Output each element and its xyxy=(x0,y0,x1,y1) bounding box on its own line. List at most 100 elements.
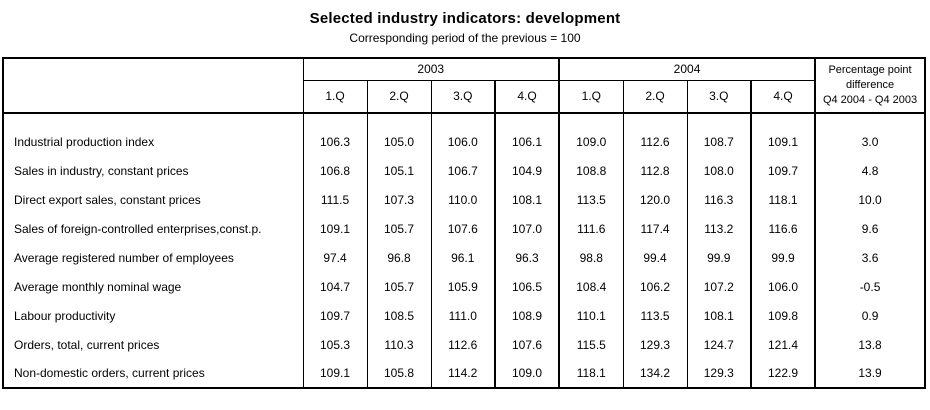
cell-value: 110.0 xyxy=(430,185,496,214)
table-row: Direct export sales, constant prices 111… xyxy=(3,185,926,214)
cell-value: 99.4 xyxy=(622,243,688,272)
cell-value: 9.6 xyxy=(814,214,926,243)
cell-value: 108.1 xyxy=(493,185,561,214)
cell-value: 107.0 xyxy=(493,214,561,243)
cell-value: 3.6 xyxy=(814,243,926,272)
cell-value: 108.1 xyxy=(686,301,752,330)
cell-value: 112.6 xyxy=(622,127,688,156)
row-label: Non-domestic orders, current prices xyxy=(3,359,304,388)
year-header-2003: 2003 xyxy=(302,58,561,81)
cell-value: 113.2 xyxy=(686,214,752,243)
cell-value: 118.1 xyxy=(558,359,624,388)
cell-value: 117.4 xyxy=(622,214,688,243)
cell-value: 105.7 xyxy=(366,214,432,243)
cell-value: 113.5 xyxy=(558,185,624,214)
cell-value: 105.8 xyxy=(366,359,432,388)
cell-value: 3.0 xyxy=(814,127,926,156)
quarter-header: 3.Q xyxy=(686,80,752,114)
cell-value: 99.9 xyxy=(750,243,817,272)
table-row: Sales of foreign-controlled enterprises,… xyxy=(3,214,926,243)
quarter-header-row: 1.Q 2.Q 3.Q 4.Q 1.Q 2.Q 3.Q 4.Q xyxy=(3,80,925,114)
corner-cell xyxy=(3,58,304,114)
diff-column-header: Percentage point difference Q4 2004 - Q4… xyxy=(814,58,926,114)
table-row: Orders, total, current prices 105.3 110.… xyxy=(3,330,926,359)
cell-value: 4.8 xyxy=(814,156,926,185)
table-row: Average registered number of employees 9… xyxy=(3,243,926,272)
cell-value: 107.6 xyxy=(430,214,496,243)
quarter-header: 1.Q xyxy=(302,80,368,114)
cell-value: 106.2 xyxy=(622,272,688,301)
row-label: Orders, total, current prices xyxy=(3,330,304,359)
table-row: Labour productivity 109.7 108.5 111.0 10… xyxy=(3,301,926,330)
cell-value: 114.2 xyxy=(430,359,496,388)
cell-value: 106.0 xyxy=(750,272,817,301)
table-row: Average monthly nominal wage 104.7 105.7… xyxy=(3,272,926,301)
quarter-header: 3.Q xyxy=(430,80,496,114)
cell-value: 106.8 xyxy=(302,156,368,185)
row-label: Labour productivity xyxy=(3,301,304,330)
cell-value: 105.9 xyxy=(430,272,496,301)
cell-value: 110.3 xyxy=(366,330,432,359)
cell-value: 107.6 xyxy=(493,330,561,359)
row-label: Direct export sales, constant prices xyxy=(3,185,304,214)
cell-value: 112.6 xyxy=(430,330,496,359)
cell-value: 107.2 xyxy=(686,272,752,301)
cell-value: 10.0 xyxy=(814,185,926,214)
quarter-header: 2.Q xyxy=(622,80,688,114)
cell-value: 109.7 xyxy=(750,156,817,185)
cell-value: 109.7 xyxy=(302,301,368,330)
row-label: Average registered number of employees xyxy=(3,243,304,272)
cell-value: 13.9 xyxy=(814,359,926,388)
cell-value: 106.3 xyxy=(302,127,368,156)
table-row: Industrial production index 106.3 105.0 … xyxy=(3,127,926,156)
cell-value: 110.1 xyxy=(558,301,624,330)
cell-value: -0.5 xyxy=(814,272,926,301)
cell-value: 104.7 xyxy=(302,272,368,301)
cell-value: 121.4 xyxy=(750,330,817,359)
cell-value: 122.9 xyxy=(750,359,817,388)
cell-value: 116.3 xyxy=(686,185,752,214)
cell-value: 115.5 xyxy=(558,330,624,359)
cell-value: 111.6 xyxy=(558,214,624,243)
spacer-row xyxy=(3,113,926,127)
cell-value: 99.9 xyxy=(686,243,752,272)
cell-value: 113.5 xyxy=(622,301,688,330)
cell-value: 98.8 xyxy=(558,243,624,272)
cell-value: 96.3 xyxy=(493,243,561,272)
indicators-table: 2003 2004 Percentage point difference Q4… xyxy=(2,57,927,389)
row-label: Sales of foreign-controlled enterprises,… xyxy=(3,214,304,243)
cell-value: 109.1 xyxy=(750,127,817,156)
cell-value: 106.7 xyxy=(430,156,496,185)
cell-value: 104.9 xyxy=(493,156,561,185)
year-header-row: 2003 2004 Percentage point difference Q4… xyxy=(3,58,926,114)
cell-value: 129.3 xyxy=(622,330,688,359)
quarter-header: 2.Q xyxy=(366,80,432,114)
cell-value: 108.0 xyxy=(686,156,752,185)
cell-value: 109.0 xyxy=(493,359,561,388)
quarter-header: 4.Q xyxy=(750,80,817,114)
cell-value: 118.1 xyxy=(750,185,817,214)
quarter-header: 4.Q xyxy=(493,80,561,114)
quarter-header: 1.Q xyxy=(558,80,624,114)
cell-value: 0.9 xyxy=(814,301,926,330)
cell-value: 106.1 xyxy=(493,127,561,156)
cell-value: 134.2 xyxy=(622,359,688,388)
cell-value: 108.4 xyxy=(558,272,624,301)
row-label: Industrial production index xyxy=(3,127,304,156)
table-row: Non-domestic orders, current prices 109.… xyxy=(3,359,926,388)
cell-value: 116.6 xyxy=(750,214,817,243)
cell-value: 96.8 xyxy=(366,243,432,272)
cell-value: 108.9 xyxy=(493,301,561,330)
cell-value: 105.3 xyxy=(302,330,368,359)
cell-value: 96.1 xyxy=(430,243,496,272)
cell-value: 108.7 xyxy=(686,127,752,156)
cell-value: 108.5 xyxy=(366,301,432,330)
row-label: Sales in industry, constant prices xyxy=(3,156,304,185)
cell-value: 129.3 xyxy=(686,359,752,388)
cell-value: 106.5 xyxy=(493,272,561,301)
year-header-2004: 2004 xyxy=(558,58,817,81)
cell-value: 107.3 xyxy=(366,185,432,214)
cell-value: 108.8 xyxy=(558,156,624,185)
cell-value: 109.8 xyxy=(750,301,817,330)
